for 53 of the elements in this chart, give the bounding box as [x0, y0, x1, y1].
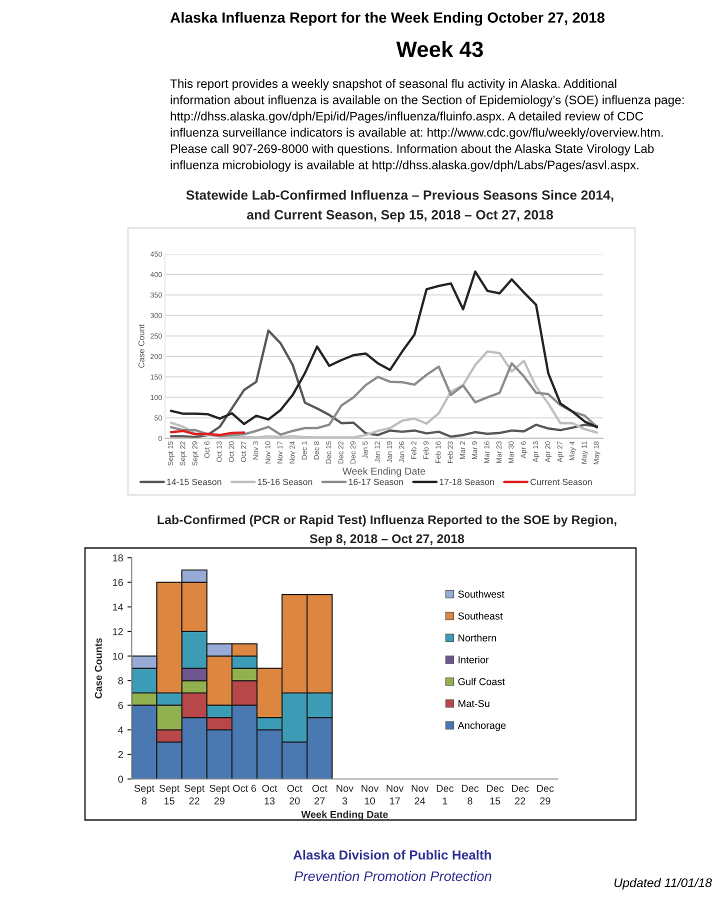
x-tick-label: Sept 8	[134, 784, 154, 804]
x-tick-label: Dec 8	[462, 784, 479, 804]
y-tick-label: 4	[118, 726, 124, 734]
legend-label: 15-16 Season	[258, 478, 312, 486]
legend-label: Interior	[458, 656, 489, 664]
y-tick-label: 16	[113, 578, 123, 586]
x-tick-label: Nov 3	[336, 784, 354, 804]
x-axis-title: Week Ending Date	[301, 810, 388, 820]
legend-label: Southwest	[458, 590, 504, 598]
text: Updated 11/01/18	[614, 878, 712, 890]
y-tick-label: 6	[118, 702, 123, 709]
x-tick-label: Oct 27	[312, 784, 328, 804]
y-tick-label: 0	[118, 776, 123, 783]
y-axis-title: Case Counts	[94, 638, 102, 698]
y-axis-title: Case Count	[138, 324, 144, 368]
y-tick-label: 10	[113, 652, 123, 660]
legend-label: Mat-Su	[458, 700, 490, 708]
legend-label: Gulf Coast	[458, 678, 505, 686]
x-tick-label: Oct 20	[287, 784, 302, 804]
text: Week 43	[396, 41, 483, 58]
line-series	[170, 270, 598, 428]
legend-label: 16-17 Season	[348, 478, 404, 486]
legend-label: Current Season	[530, 478, 592, 486]
x-tick-label: Dec 22	[512, 784, 529, 804]
chart-title: Statewide Lab-Confirmed Influenza – Previous Seasons Since 2014, and Current Season, Sep 15, 2018 – Oct 27, 2018	[186, 190, 614, 222]
x-tick-label: Sept 29	[210, 784, 230, 804]
x-tick-label: Nov 24	[412, 784, 429, 804]
legend-label: 14-15 Season	[167, 478, 222, 486]
x-tick-label: Nov 10	[362, 784, 379, 804]
legend-label: 17-18 Season	[440, 478, 494, 486]
chart-title: Lab-Confirmed (PCR or Rapid Test) Influenza Reported to the SOE by Region, Sep 8, 2018 – Oct 27, 2018	[158, 515, 616, 546]
y-tick-label: 18	[113, 554, 123, 562]
x-tick-label: Sept 15	[159, 784, 180, 804]
y-tick-label: 2	[118, 751, 123, 758]
text: Alaska Influenza Report for the Week Ending October 27, 2018	[170, 12, 605, 26]
x-axis-title: Week Ending Date	[342, 467, 426, 477]
y-tick-label: 12	[113, 628, 123, 636]
legend-label: Southeast	[458, 612, 503, 620]
text: This report provides a weekly snapshot of seasonal flu activity in Alaska. Additional information about influenza is available on the Section of Epidemiology’s (SOE) influenza page: http://dhss.alaska.gov/dph/Epi/id/Pages/influenza/fluinfo.aspx. A detailed review of CDC influenza surveillance indicators is available at: http://www.cdc.gov/flu/weekly/overview.htm. Please call 907-269-8000 with questions. Information about the Alaska State Virology Lab influenza microbiology is available at http://dhss.alaska.gov/dph/Labs/Pages/asvl.aspx.	[170, 79, 684, 172]
text: Alaska Division of Public Health	[293, 850, 491, 860]
legend-label: Anchorage	[458, 722, 506, 731]
x-tick-label: Dec 1	[436, 784, 454, 804]
text: Prevention Promotion Protection	[294, 871, 492, 882]
legend-label: Northern	[458, 634, 496, 642]
y-tick-label: 14	[113, 604, 124, 610]
x-tick-label: Oct 6	[232, 784, 256, 792]
x-tick-label: Dec 29	[537, 784, 554, 804]
x-tick-label: Sept 22	[184, 784, 205, 804]
x-tick-label: Oct 13	[262, 784, 278, 804]
x-tick-label: Dec 15	[486, 784, 504, 804]
y-tick-label: 8	[118, 677, 123, 684]
line-series	[170, 329, 598, 438]
x-tick-label: Nov 17	[386, 784, 404, 804]
